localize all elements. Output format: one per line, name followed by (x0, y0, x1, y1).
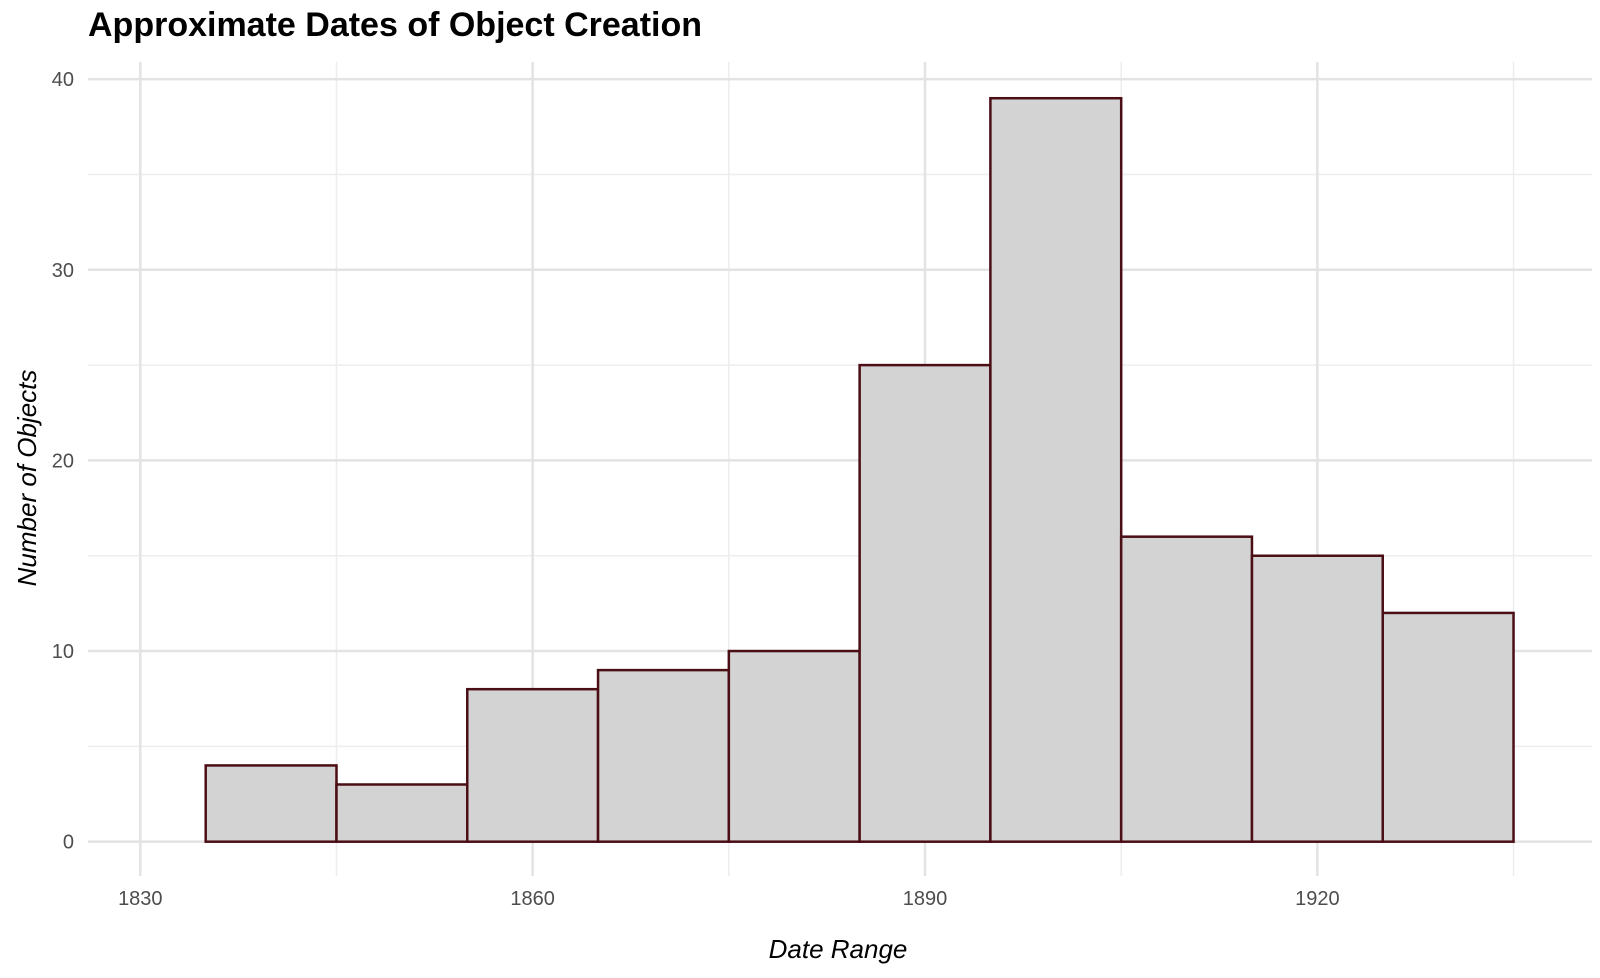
x-tick-label: 1920 (1295, 888, 1340, 910)
histogram-bar (989, 96, 1123, 843)
histogram-bar (335, 783, 469, 843)
tick-labels: 1830 1860 1890 1920 0 10 20 30 40 (52, 69, 1340, 910)
x-tick-label: 1890 (903, 888, 948, 910)
histogram-bar (1119, 535, 1254, 843)
x-axis-title: Date Range (769, 934, 908, 964)
y-tick-label: 30 (52, 260, 74, 282)
x-tick-label: 1860 (510, 888, 555, 910)
x-tick-label: 1830 (118, 888, 163, 910)
y-tick-label: 40 (52, 69, 74, 91)
chart-title: Approximate Dates of Object Creation (88, 6, 703, 44)
histogram-bar (858, 363, 992, 843)
y-tick-label: 20 (52, 450, 74, 472)
histogram-bar (727, 649, 861, 843)
histogram-bar (466, 687, 600, 843)
histogram-bar (596, 668, 731, 843)
histogram-bar (1250, 554, 1384, 843)
histogram-bar (1381, 611, 1515, 843)
histogram-bar (204, 764, 338, 843)
y-tick-label: 10 (52, 641, 74, 663)
y-tick-label: 0 (63, 832, 74, 854)
histogram-bars (204, 96, 1515, 843)
y-axis-title: Number of Objects (12, 370, 42, 587)
